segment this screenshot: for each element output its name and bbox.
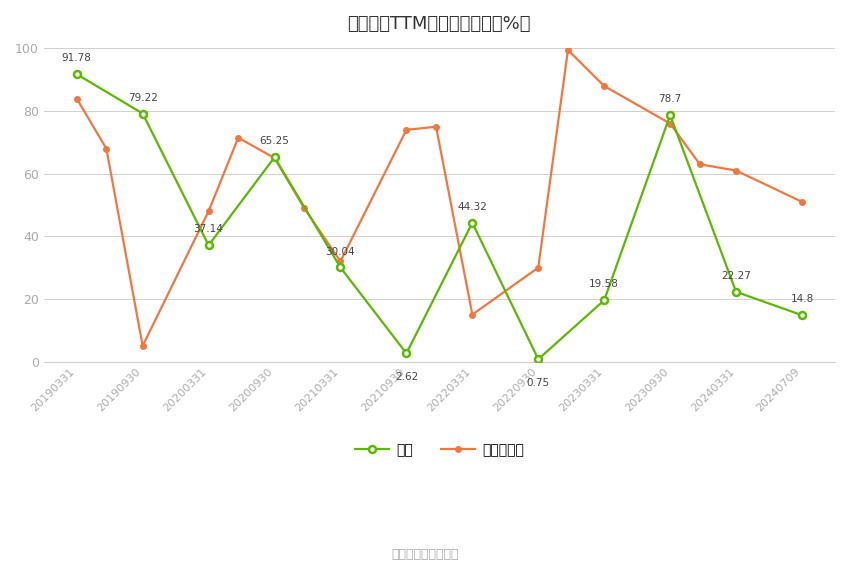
公司 (468, 219, 478, 226)
行业中位数 (101, 145, 111, 152)
公司 (401, 350, 411, 356)
行业中位数 (599, 83, 609, 90)
Text: 2.62: 2.62 (394, 372, 418, 382)
行业中位数 (797, 198, 808, 205)
行业中位数 (336, 258, 346, 265)
行业中位数 (71, 95, 82, 102)
Text: 0.75: 0.75 (527, 378, 550, 388)
Text: 91.78: 91.78 (62, 53, 92, 63)
行业中位数 (299, 205, 309, 212)
Text: 37.14: 37.14 (194, 224, 224, 234)
Text: 79.22: 79.22 (128, 93, 157, 102)
行业中位数 (694, 161, 705, 168)
Text: 65.25: 65.25 (259, 136, 290, 146)
Text: 数据来源：恒生聚源: 数据来源：恒生聚源 (391, 549, 459, 561)
Text: 44.32: 44.32 (457, 202, 487, 212)
公司 (731, 289, 741, 296)
行业中位数 (233, 134, 243, 141)
公司 (138, 110, 148, 117)
公司 (336, 264, 346, 271)
公司 (269, 154, 280, 160)
行业中位数 (431, 123, 441, 130)
行业中位数 (203, 208, 213, 214)
公司 (665, 112, 675, 118)
公司 (71, 71, 82, 78)
公司 (797, 312, 808, 319)
Text: 78.7: 78.7 (659, 94, 682, 104)
公司 (203, 242, 213, 249)
Text: 19.58: 19.58 (589, 279, 619, 289)
Text: 14.8: 14.8 (790, 294, 813, 304)
Title: 市销率（TTM）历史百分位（%）: 市销率（TTM）历史百分位（%） (348, 15, 531, 33)
Line: 行业中位数: 行业中位数 (74, 47, 805, 348)
行业中位数 (665, 120, 675, 127)
公司 (533, 356, 543, 363)
Line: 公司: 公司 (73, 71, 806, 363)
行业中位数 (533, 264, 543, 271)
行业中位数 (401, 126, 411, 133)
行业中位数 (563, 47, 573, 53)
Legend: 公司, 行业中位数: 公司, 行业中位数 (349, 438, 530, 462)
行业中位数 (468, 311, 478, 318)
行业中位数 (138, 343, 148, 350)
行业中位数 (269, 155, 280, 162)
公司 (599, 297, 609, 304)
Text: 22.27: 22.27 (721, 271, 751, 281)
Text: 30.04: 30.04 (326, 247, 355, 256)
行业中位数 (731, 167, 741, 174)
